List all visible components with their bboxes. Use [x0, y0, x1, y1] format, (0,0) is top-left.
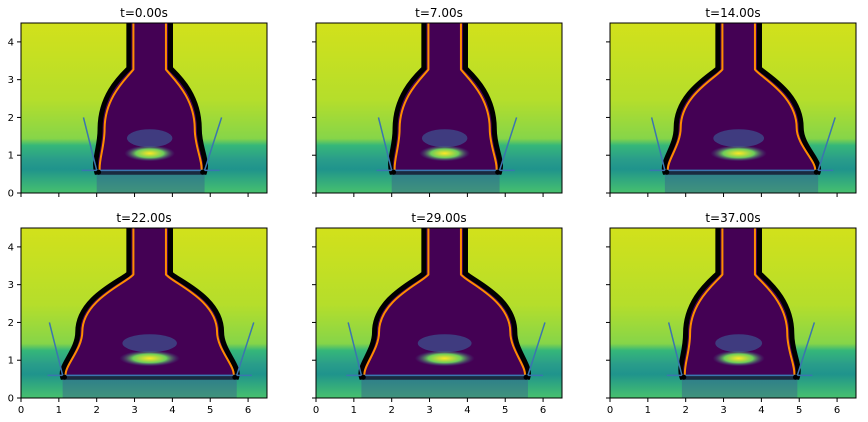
x-tick-label: 5 [796, 405, 802, 416]
edge-fit-left [363, 228, 430, 376]
x-tick-label: 0 [313, 405, 319, 416]
edge-fit-left [683, 228, 724, 376]
x-tick-label: 4 [464, 405, 470, 416]
edge-fit-left [64, 228, 135, 376]
x-tick-label: 2 [389, 405, 395, 416]
contact-point [360, 374, 366, 380]
tangent-left [650, 117, 666, 171]
contact-point [523, 374, 529, 380]
tangent-right [817, 117, 836, 171]
axes-frame [20, 22, 268, 194]
reflection [414, 350, 475, 367]
panel-1: t=0.00s 0 1 2 3 4 [8, 6, 268, 200]
x-tick-label: 5 [502, 405, 508, 416]
edge-fit-right [753, 228, 796, 376]
edge-fit-left [666, 23, 724, 171]
reflection [119, 350, 180, 367]
tangent-left [667, 322, 683, 376]
edge-fit-right [753, 23, 817, 171]
y-tick-label: 2 [8, 113, 14, 124]
panel-3: t=14.00s [606, 6, 857, 197]
reflection [419, 145, 470, 162]
panel-title: t=22.00s [116, 211, 171, 225]
panel-title: t=29.00s [411, 211, 466, 225]
axes-frame [315, 22, 563, 194]
axes-frame [609, 22, 857, 194]
contact-point [391, 169, 397, 175]
edge-fit-right [164, 23, 203, 171]
droplet-image [610, 23, 856, 193]
droplet-image [316, 228, 562, 398]
contact-point [792, 374, 798, 380]
x-tick-label: 1 [56, 405, 62, 416]
y-tick-label: 4 [8, 242, 14, 253]
tangent-left [347, 322, 363, 376]
x-tick-label: 6 [245, 405, 251, 416]
panel-5: t=29.00s 0 1 2 3 4 5 6 [312, 211, 563, 416]
panel-title: t=14.00s [705, 6, 760, 20]
contact-point [200, 169, 206, 175]
edge-fit-left [393, 23, 430, 171]
x-tick-label: 1 [645, 405, 651, 416]
edge-fit-left [98, 23, 135, 171]
x-tick-label: 0 [607, 405, 613, 416]
tangent-right [236, 322, 255, 376]
x-tick-label: 5 [207, 405, 213, 416]
contact-point [96, 169, 102, 175]
y-tick-label: 3 [8, 280, 14, 291]
reflection [712, 350, 765, 367]
x-tick-label: 2 [94, 405, 100, 416]
x-tick-label: 6 [540, 405, 546, 416]
droplet-image [21, 23, 267, 193]
contact-point [495, 169, 501, 175]
tangent-right [527, 322, 546, 376]
axes-frame [609, 227, 857, 399]
y-tick-label: 0 [8, 189, 14, 200]
panel-title: t=7.00s [415, 6, 463, 20]
y-tick-label: 0 [8, 394, 14, 405]
reflection [124, 145, 175, 162]
tangent-right [498, 117, 518, 171]
edge-fit-right [459, 23, 498, 171]
y-tick-label: 1 [8, 151, 14, 162]
x-tick-label: 2 [683, 405, 689, 416]
x-tick-label: 3 [426, 405, 432, 416]
panel-title: t=0.00s [120, 6, 168, 20]
droplet-image [610, 228, 856, 398]
tangent-right [796, 322, 816, 376]
edge-fit-right [459, 228, 526, 376]
contact-point [681, 374, 687, 380]
panel-6: t=37.00s 0 1 2 3 4 5 6 [606, 211, 857, 416]
axes-frame [20, 227, 268, 399]
droplet-image [316, 23, 562, 193]
x-tick-label: 4 [758, 405, 764, 416]
y-tick-label: 3 [8, 75, 14, 86]
y-tick-label: 1 [8, 356, 14, 367]
axes-frame [315, 227, 563, 399]
tangent-right [203, 117, 223, 171]
reflection [710, 145, 767, 162]
contact-point [664, 169, 670, 175]
x-tick-label: 3 [720, 405, 726, 416]
tangent-left [82, 117, 98, 171]
tangent-left [48, 322, 64, 376]
contact-point [232, 374, 238, 380]
panel-title: t=37.00s [705, 211, 760, 225]
x-tick-label: 3 [131, 405, 137, 416]
panel-4: t=22.00s 0 1 2 3 4 5 6 0 1 2 3 4 [8, 211, 268, 416]
x-tick-label: 4 [169, 405, 175, 416]
x-tick-label: 6 [834, 405, 840, 416]
x-tick-label: 0 [18, 405, 24, 416]
contact-point [813, 169, 819, 175]
droplet-image [21, 228, 267, 398]
edge-fit-right [164, 228, 235, 376]
tangent-left [377, 117, 393, 171]
y-tick-label: 2 [8, 318, 14, 329]
panel-2: t=7.00s [312, 6, 563, 197]
x-tick-label: 1 [351, 405, 357, 416]
contact-point [62, 374, 68, 380]
y-tick-label: 4 [8, 37, 14, 48]
